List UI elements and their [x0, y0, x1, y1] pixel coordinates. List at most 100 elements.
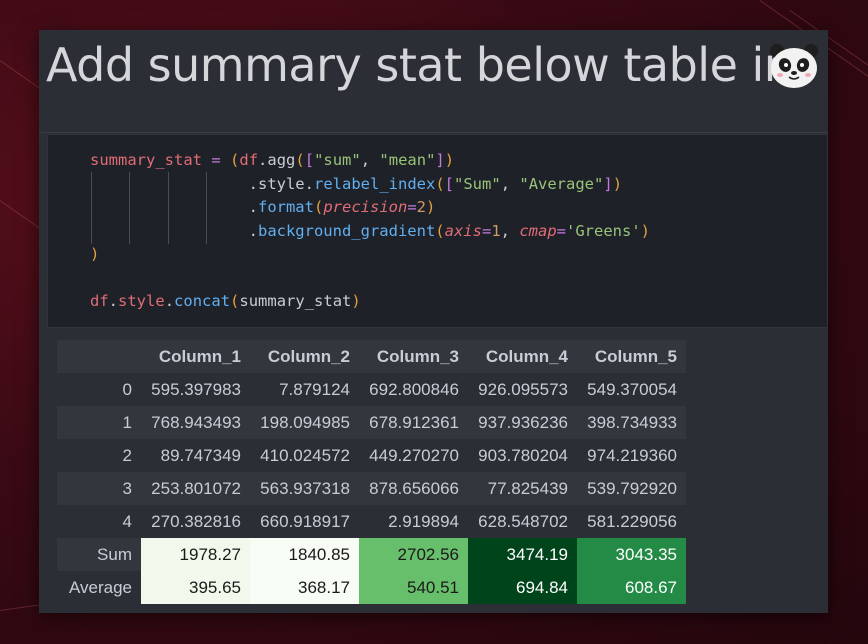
summary-row: Average 395.65 368.17 540.51 694.84 608.67 — [57, 571, 686, 604]
row-index: 2 — [57, 439, 141, 472]
code-token: = — [211, 151, 221, 169]
code-token: style — [257, 174, 305, 193]
code-token: concat — [174, 292, 231, 310]
code-token: cmap — [519, 221, 557, 240]
code-token: . — [108, 292, 119, 310]
summary-cell: 694.84 — [468, 571, 577, 604]
column-header: Column_1 — [141, 340, 250, 373]
summary-index: Sum — [57, 538, 141, 571]
row-index: 4 — [57, 505, 141, 538]
row-index: 3 — [57, 472, 141, 505]
code-cell[interactable]: summary_stat = (df.agg(["sum", "mean"]) … — [47, 134, 828, 328]
code-token: 1 — [491, 221, 501, 240]
code-token — [90, 222, 249, 240]
column-header: Column_2 — [250, 340, 359, 373]
table-cell: 539.792920 — [577, 472, 686, 505]
code-token: ) — [612, 174, 623, 193]
code-token: [ — [304, 151, 315, 169]
table-cell: 926.095573 — [468, 373, 577, 406]
code-token: precision — [323, 198, 408, 216]
code-token: "Average" — [519, 174, 604, 193]
table-cell: 398.734933 — [577, 406, 686, 439]
code-token: ) — [351, 292, 361, 310]
summary-cell: 395.65 — [141, 571, 250, 604]
code-token: summary_stat — [239, 292, 352, 310]
table-cell: 878.656066 — [359, 472, 468, 505]
table-cell: 581.229056 — [577, 505, 686, 538]
code-token: . — [258, 151, 268, 169]
code-token: ( — [230, 292, 240, 310]
code-token: df — [90, 292, 109, 310]
slide-header: Add summary stat below table in — [39, 30, 828, 133]
code-token: "Sum" — [454, 174, 501, 193]
table-cell: 7.879124 — [250, 373, 359, 406]
code-token: ] — [603, 174, 613, 193]
code-token: , — [360, 151, 380, 169]
code-token: . — [164, 292, 175, 310]
table-cell: 678.912361 — [359, 406, 468, 439]
code-line: ) — [90, 243, 99, 265]
summary-cell: 368.17 — [250, 571, 359, 604]
table-cell: 595.397983 — [141, 373, 250, 406]
table-cell: 270.382816 — [141, 505, 250, 538]
code-token: = — [481, 221, 492, 240]
code-token: 2 — [416, 198, 427, 216]
table-cell: 449.270270 — [359, 439, 468, 472]
code-token: ) — [444, 151, 455, 169]
table-cell: 628.548702 — [468, 505, 577, 538]
code-line: summary_stat = (df.agg(["sum", "mean"]) — [90, 149, 454, 171]
table-cell: 410.024572 — [250, 439, 359, 472]
code-line: df.style.concat(summary_stat) — [90, 290, 361, 312]
table-row: 0 595.397983 7.879124 692.800846 926.095573 5… — [57, 373, 686, 406]
code-token: background_gradient — [257, 221, 436, 240]
code-line: .format(precision=2) — [90, 196, 436, 218]
table-cell: 253.801072 — [141, 472, 250, 505]
code-token: "mean" — [379, 151, 436, 169]
summary-index: Average — [57, 571, 141, 604]
code-token: ( — [435, 174, 445, 193]
code-token: . — [248, 198, 258, 216]
table-row: 3 253.801072 563.937318 878.656066 77.825439… — [57, 472, 686, 505]
dataframe-table: Column_1 Column_2 Column_3 Column_4 Column_5… — [57, 340, 686, 604]
code-token: 'Greens' — [566, 221, 641, 240]
code-token: ( — [313, 198, 324, 216]
code-token: . — [304, 174, 314, 193]
code-token: = — [407, 198, 417, 216]
table-row: 4 270.382816 660.918917 2.919894 628.548702 5… — [57, 505, 686, 538]
code-token: ) — [90, 245, 100, 263]
code-token: "sum" — [314, 151, 361, 169]
code-token: ) — [426, 198, 436, 216]
notebook-panel: Add summary stat below table in summary_… — [39, 30, 828, 613]
code-token: , — [500, 221, 520, 240]
code-token — [90, 175, 249, 193]
table-cell: 549.370054 — [577, 373, 686, 406]
table-cell: 974.219360 — [577, 439, 686, 472]
code-token: , — [500, 174, 520, 193]
summary-cell: 608.67 — [577, 571, 686, 604]
code-token: ] — [435, 151, 445, 169]
table-cell: 77.825439 — [468, 472, 577, 505]
indent-guide — [129, 172, 130, 244]
table-row: 1 768.943493 198.094985 678.912361 937.93623… — [57, 406, 686, 439]
code-token: ) — [640, 221, 650, 240]
column-header: Column_5 — [577, 340, 686, 373]
code-token — [90, 198, 249, 216]
summary-cell: 2702.56 — [359, 538, 468, 571]
code-token: = — [556, 221, 566, 240]
column-header: Column_4 — [468, 340, 577, 373]
row-index: 1 — [57, 406, 141, 439]
summary-cell: 3474.19 — [468, 538, 577, 571]
panda-icon — [770, 44, 818, 88]
table-cell: 198.094985 — [250, 406, 359, 439]
table-cell: 89.747349 — [141, 439, 250, 472]
summary-cell: 1978.27 — [141, 538, 250, 571]
code-token: . — [248, 221, 258, 240]
summary-cell: 1840.85 — [250, 538, 359, 571]
code-line: .style.relabel_index(["Sum", "Average"]) — [90, 173, 622, 195]
indent-guide — [168, 172, 169, 244]
code-token: axis — [444, 221, 482, 240]
table-cell: 660.918917 — [250, 505, 359, 538]
code-token: summary_stat — [90, 151, 202, 169]
row-index: 0 — [57, 373, 141, 406]
code-token: relabel_index — [314, 174, 436, 193]
